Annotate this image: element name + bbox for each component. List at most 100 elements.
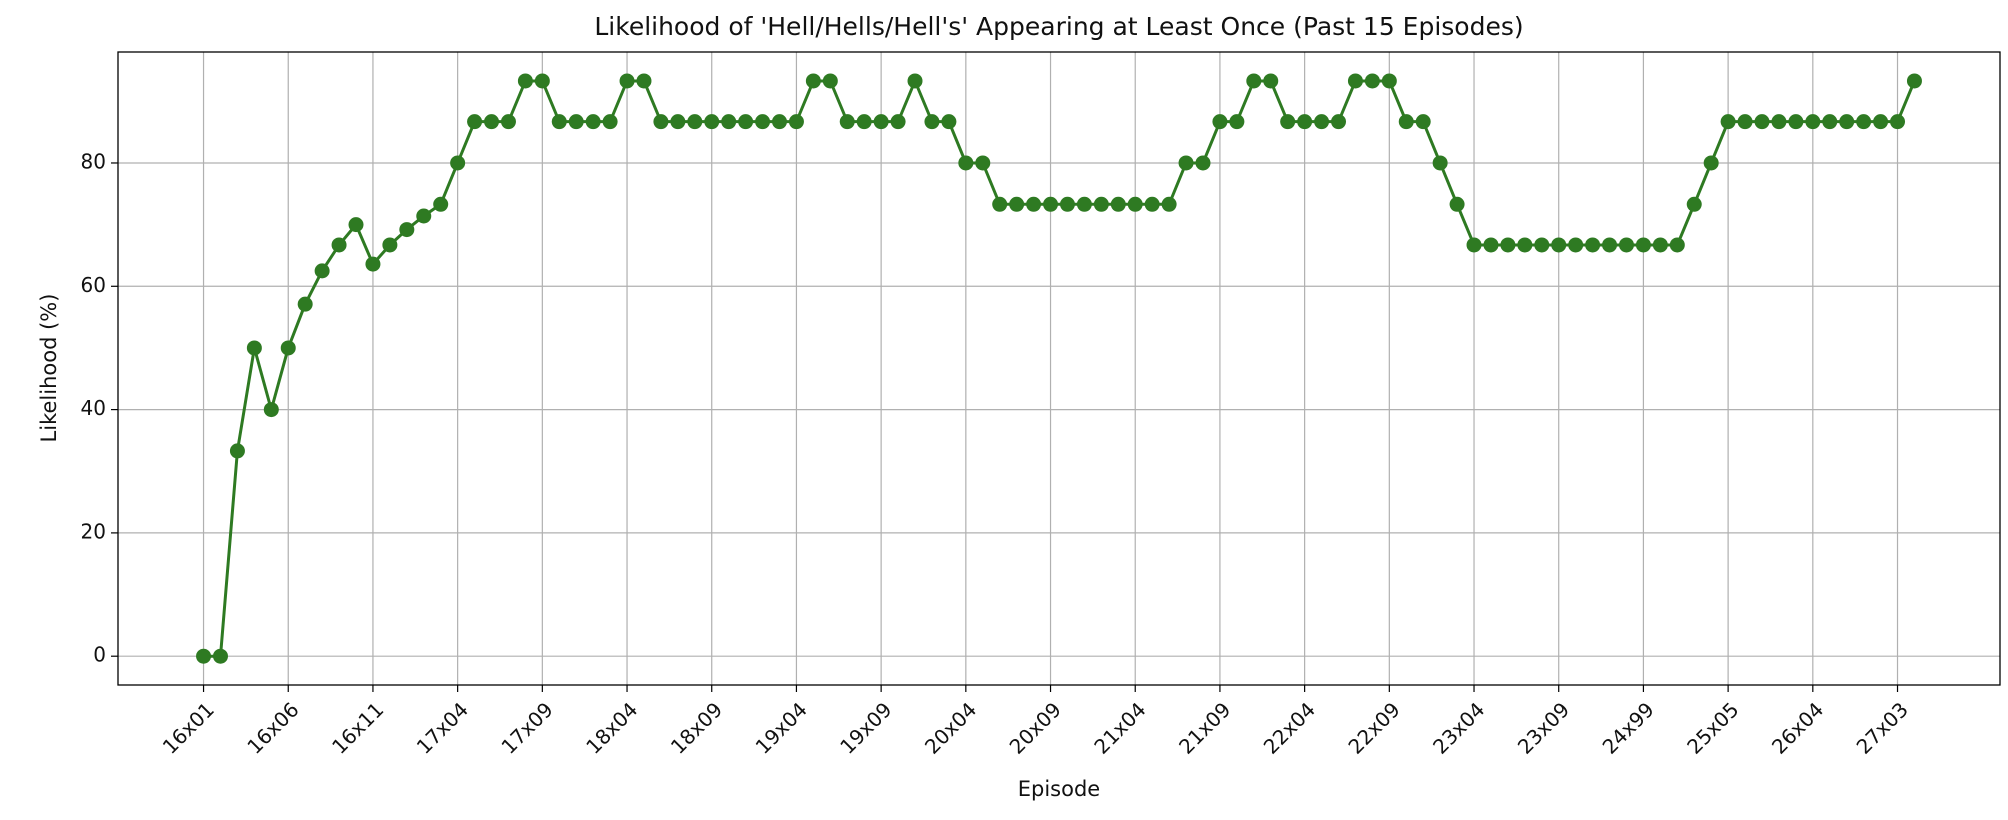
data-point xyxy=(246,340,262,356)
data-point xyxy=(1890,114,1906,130)
data-point xyxy=(1906,73,1922,89)
data-point xyxy=(1144,196,1160,212)
data-point xyxy=(1788,114,1804,130)
data-point xyxy=(1737,114,1753,130)
x-tick-label: 21x09 xyxy=(1174,697,1235,758)
data-point xyxy=(1093,196,1109,212)
data-point xyxy=(1026,196,1042,212)
x-tick-label: 20x04 xyxy=(920,697,981,758)
data-point xyxy=(1297,114,1313,130)
data-point xyxy=(280,340,296,356)
data-point xyxy=(1263,73,1279,89)
data-point xyxy=(873,114,889,130)
data-point xyxy=(958,155,974,171)
x-tick-label: 23x04 xyxy=(1428,697,1489,758)
data-point xyxy=(263,402,279,418)
data-point xyxy=(1280,114,1296,130)
data-point xyxy=(771,114,787,130)
data-point xyxy=(636,73,652,89)
data-point xyxy=(1635,237,1651,253)
data-point xyxy=(585,114,601,130)
data-point xyxy=(1331,114,1347,130)
x-tick-label: 22x09 xyxy=(1343,697,1404,758)
x-tick-label: 25x05 xyxy=(1682,697,1743,758)
y-tick-label: 0 xyxy=(93,643,106,667)
data-point xyxy=(1398,114,1414,130)
data-point xyxy=(517,73,533,89)
data-point xyxy=(1009,196,1025,212)
data-point xyxy=(839,114,855,130)
data-point xyxy=(484,114,500,130)
x-tick-label: 19x04 xyxy=(751,697,812,758)
data-point xyxy=(433,196,449,212)
data-point xyxy=(687,114,703,130)
data-point xyxy=(1483,237,1499,253)
x-tick-label: 24x99 xyxy=(1598,697,1659,758)
data-point xyxy=(1110,196,1126,212)
x-axis-label: Episode xyxy=(1018,777,1100,801)
data-point xyxy=(314,263,330,279)
data-point xyxy=(568,114,584,130)
data-point xyxy=(890,114,906,130)
data-point xyxy=(1364,73,1380,89)
data-point xyxy=(467,114,483,130)
x-tick-label: 27x03 xyxy=(1852,697,1913,758)
data-point xyxy=(1754,114,1770,130)
data-point xyxy=(1500,237,1516,253)
plot-frame xyxy=(117,51,2001,686)
data-point xyxy=(924,114,940,130)
data-point xyxy=(1449,196,1465,212)
y-tick-label: 40 xyxy=(81,396,106,420)
data-point xyxy=(534,73,550,89)
data-point xyxy=(975,155,991,171)
data-point xyxy=(721,114,737,130)
y-tick-label: 60 xyxy=(81,273,106,297)
data-point xyxy=(670,114,686,130)
data-point xyxy=(500,114,516,130)
data-point xyxy=(788,114,804,130)
data-point xyxy=(602,114,618,130)
x-tick-label: 21x04 xyxy=(1089,697,1150,758)
data-point xyxy=(1618,237,1634,253)
x-tick-label: 22x04 xyxy=(1259,697,1320,758)
x-tick-label: 16x11 xyxy=(327,697,388,758)
y-tick-label: 20 xyxy=(81,519,106,543)
data-point xyxy=(1602,237,1618,253)
data-point xyxy=(416,208,432,224)
data-point xyxy=(907,73,923,89)
data-point xyxy=(297,296,313,312)
data-point xyxy=(1686,196,1702,212)
data-point xyxy=(1246,73,1262,89)
data-point xyxy=(1805,114,1821,130)
data-point xyxy=(1703,155,1719,171)
data-point xyxy=(1432,155,1448,171)
data-point xyxy=(941,114,957,130)
data-point xyxy=(1771,114,1787,130)
data-point xyxy=(1059,196,1075,212)
data-point xyxy=(1585,237,1601,253)
data-point xyxy=(450,155,466,171)
data-point xyxy=(551,114,567,130)
data-point xyxy=(212,648,228,664)
data-point xyxy=(992,196,1008,212)
data-point xyxy=(805,73,821,89)
x-tick-label: 23x09 xyxy=(1513,697,1574,758)
data-point xyxy=(1314,114,1330,130)
data-point xyxy=(704,114,720,130)
data-point xyxy=(1127,196,1143,212)
x-tick-label: 20x09 xyxy=(1005,697,1066,758)
data-point xyxy=(1652,237,1668,253)
data-point xyxy=(1415,114,1431,130)
data-point xyxy=(1043,196,1059,212)
y-tick-label: 80 xyxy=(81,149,106,173)
data-point xyxy=(399,222,415,238)
data-point xyxy=(1347,73,1363,89)
data-point xyxy=(1212,114,1228,130)
data-point xyxy=(1178,155,1194,171)
data-point xyxy=(1195,155,1211,171)
x-tick-label: 16x06 xyxy=(242,697,303,758)
data-point xyxy=(1381,73,1397,89)
data-point xyxy=(1822,114,1838,130)
data-point xyxy=(1873,114,1889,130)
